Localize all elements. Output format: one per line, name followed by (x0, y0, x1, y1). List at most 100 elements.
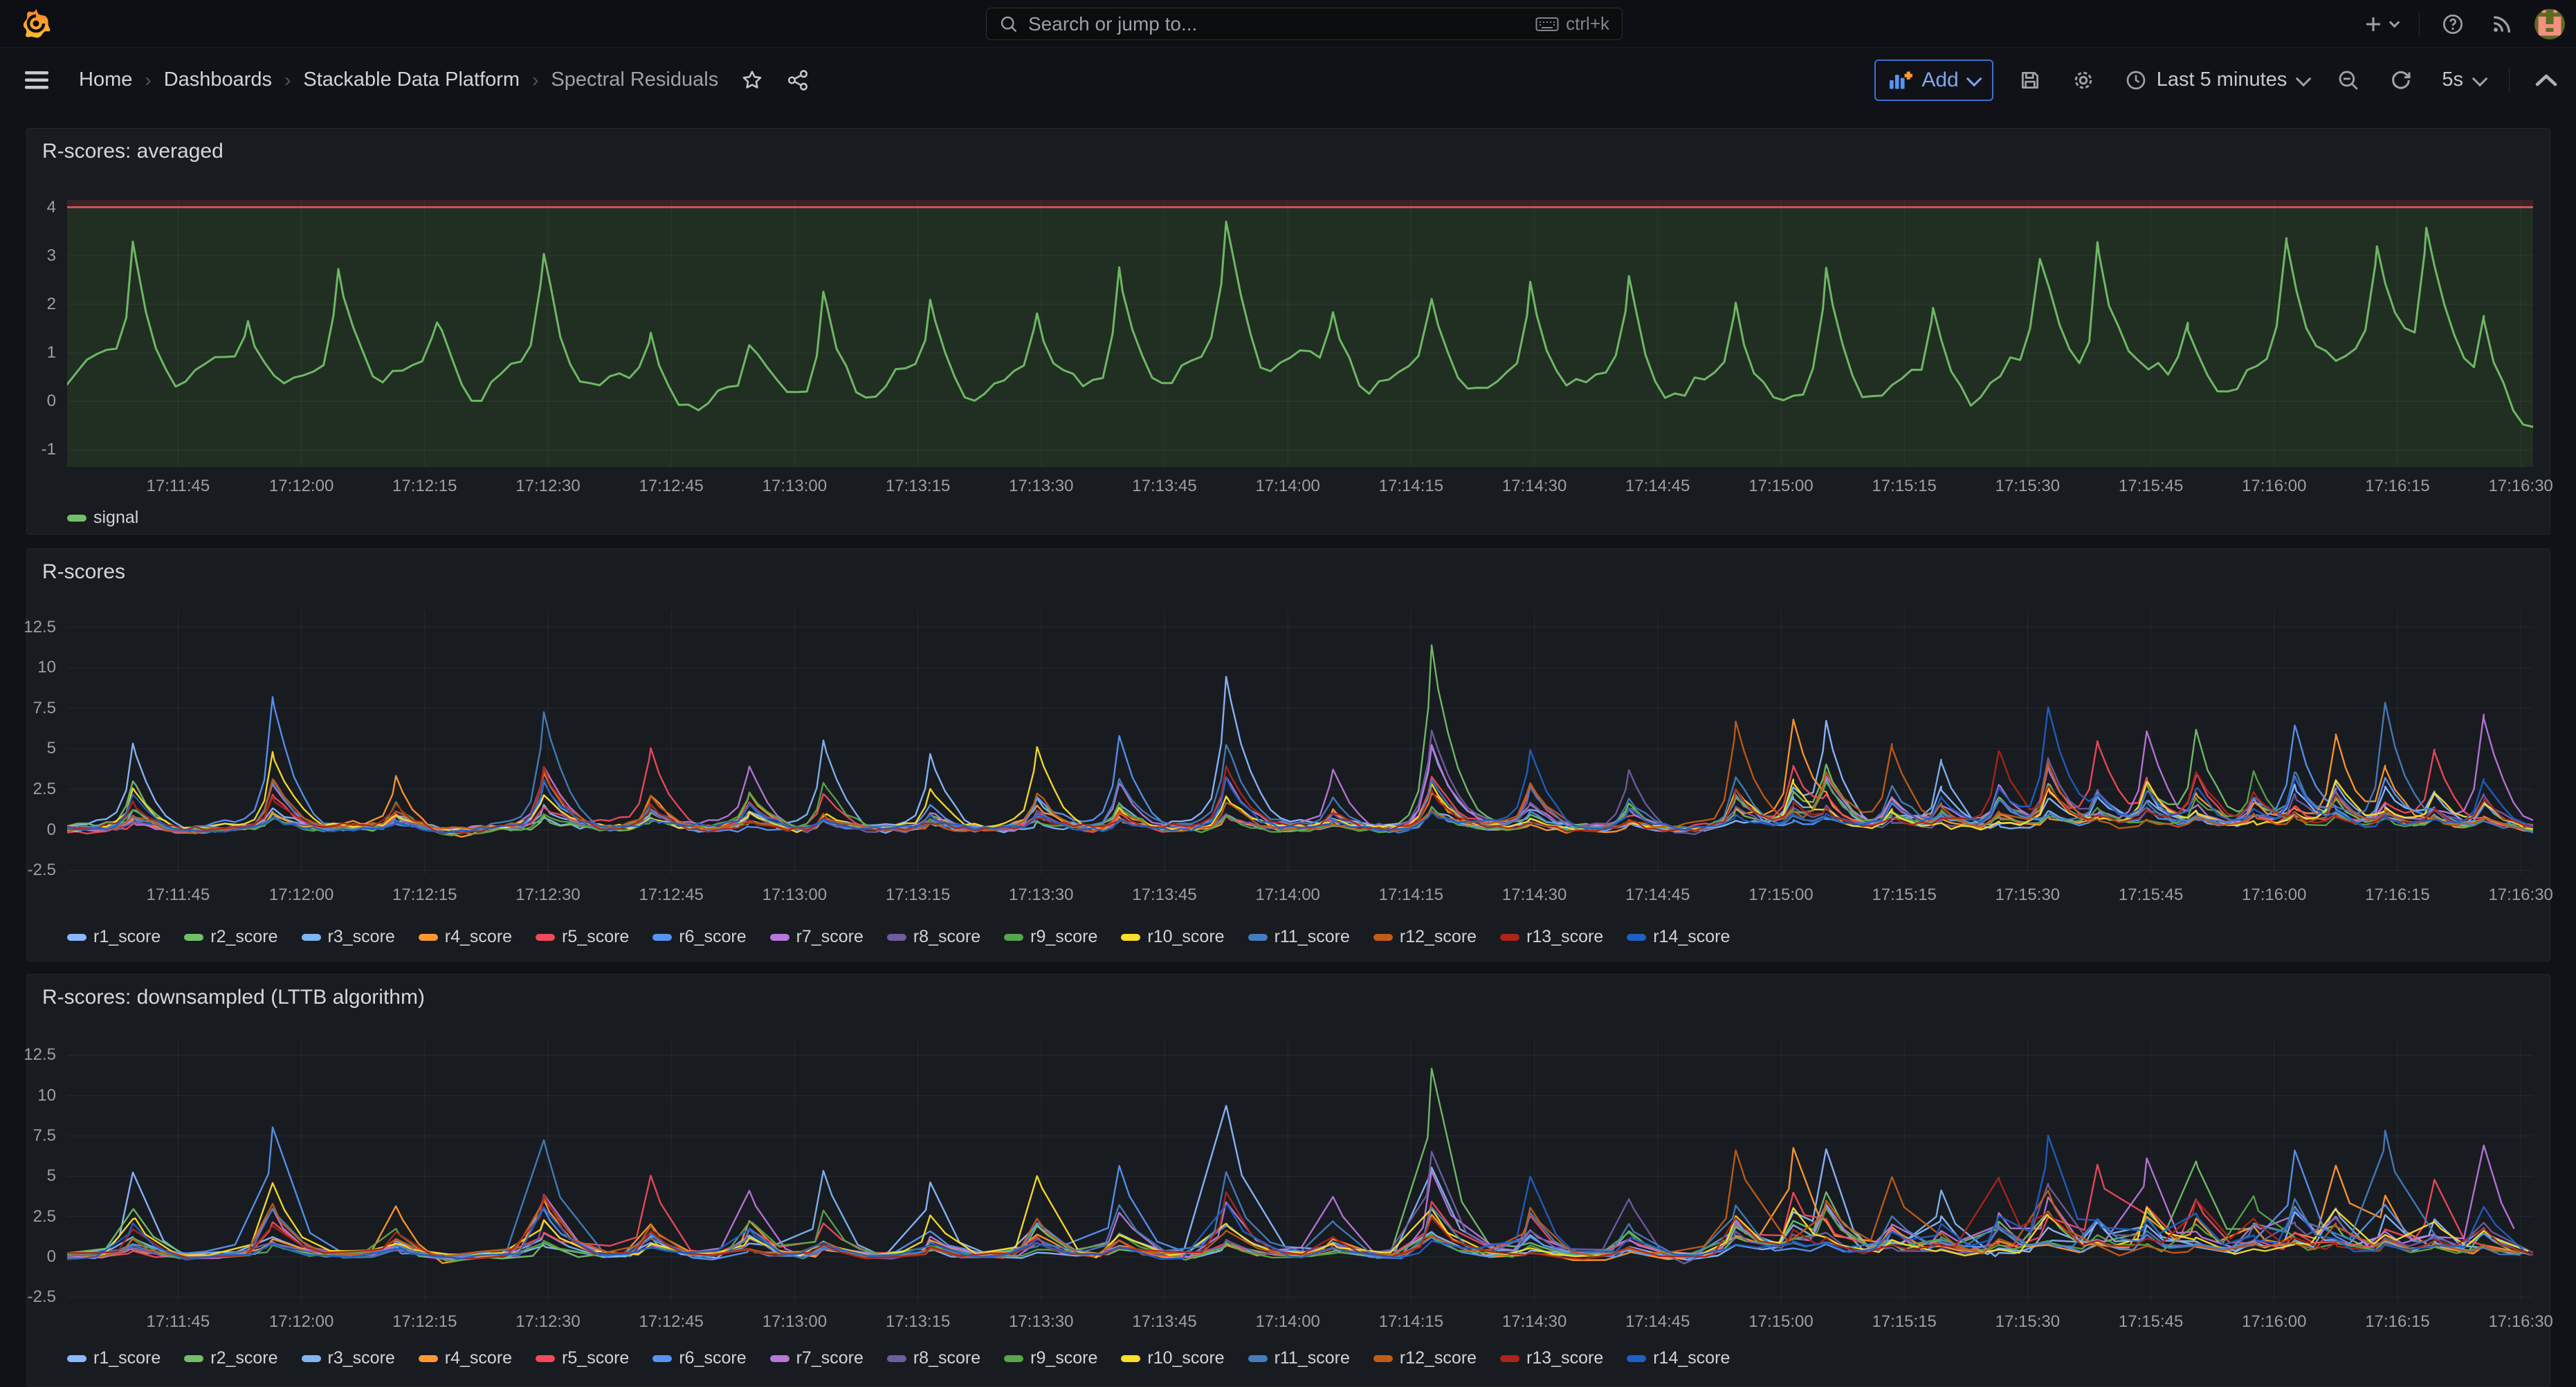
x-axis-tick-label: 17:13:00 (762, 1312, 827, 1332)
x-axis-tick-label: 17:13:15 (886, 885, 950, 905)
new-button[interactable] (2359, 10, 2401, 39)
legend-item-r10_score[interactable]: r10_score (1121, 927, 1224, 947)
legend-item-r2_score[interactable]: r2_score (184, 1348, 277, 1368)
legend-item-r11_score[interactable]: r11_score (1248, 1348, 1350, 1368)
legend-item-r6_score[interactable]: r6_score (652, 927, 746, 947)
y-axis-tick-label: 2 (47, 295, 56, 314)
legend-item-r14_score[interactable]: r14_score (1627, 1348, 1730, 1368)
breadcrumb: Home › Dashboards › Stackable Data Platf… (79, 68, 718, 91)
news-button[interactable] (2486, 9, 2516, 39)
series-color-pill (770, 934, 789, 941)
dashboard-toolbar: Home › Dashboards › Stackable Data Platf… (0, 48, 2576, 111)
legend-item-r9_score[interactable]: r9_score (1004, 927, 1097, 947)
legend-item-r14_score[interactable]: r14_score (1627, 927, 1730, 947)
star-icon (740, 68, 764, 92)
y-axis-tick-label: 12.5 (24, 618, 56, 637)
legend-item-r4_score[interactable]: r4_score (419, 927, 512, 947)
refresh-interval-picker[interactable]: 5s (2438, 68, 2488, 92)
time-range-picker[interactable]: Last 5 minutes (2121, 68, 2312, 92)
dashboard-settings-button[interactable] (2067, 64, 2100, 97)
legend-item-r5_score[interactable]: r5_score (536, 927, 629, 947)
legend-item-r6_score[interactable]: r6_score (652, 1348, 746, 1368)
plot-area[interactable] (67, 200, 2533, 467)
legend-item-r11_score[interactable]: r11_score (1248, 927, 1350, 947)
legend-item-r8_score[interactable]: r8_score (887, 927, 980, 947)
y-axis-tick-label: 0 (47, 1247, 56, 1267)
refresh-interval-label: 5s (2442, 68, 2463, 91)
legend-item-r2_score[interactable]: r2_score (184, 927, 277, 947)
series-color-pill (1500, 1355, 1519, 1362)
legend-item-r8_score[interactable]: r8_score (887, 1348, 980, 1368)
x-axis-tick-label: 17:13:00 (762, 477, 827, 496)
add-panel-icon (1890, 70, 1913, 91)
menu-button[interactable] (21, 67, 53, 93)
add-panel-button[interactable]: Add (1874, 59, 1993, 101)
panel-title[interactable]: R-scores (42, 560, 125, 584)
legend-item-r13_score[interactable]: r13_score (1500, 927, 1603, 947)
legend-item-r7_score[interactable]: r7_score (770, 1348, 864, 1368)
series-color-pill (1627, 934, 1646, 941)
kiosk-mode-button[interactable] (2530, 68, 2562, 92)
y-axis-tick-label: 2.5 (33, 780, 56, 799)
x-axis-tick-label: 17:12:30 (515, 885, 580, 905)
legend-item-r7_score[interactable]: r7_score (770, 927, 864, 947)
x-axis-tick-label: 17:12:45 (639, 885, 703, 905)
x-axis-tick-label: 17:13:30 (1009, 885, 1073, 905)
legend-item-r13_score[interactable]: r13_score (1500, 1348, 1603, 1368)
legend-item-r10_score[interactable]: r10_score (1121, 1348, 1224, 1368)
series-name: r14_score (1653, 1348, 1730, 1368)
breadcrumb-home[interactable]: Home (79, 68, 132, 91)
x-axis-tick-label: 17:14:00 (1255, 1312, 1319, 1332)
breadcrumb-dashboards[interactable]: Dashboards (164, 68, 272, 91)
x-axis-tick-label: 17:12:30 (515, 1312, 580, 1332)
series-name: r11_score (1275, 927, 1350, 947)
x-axis-tick-label: 17:13:45 (1132, 1312, 1196, 1332)
legend-item-r12_score[interactable]: r12_score (1373, 1348, 1477, 1368)
x-axis-tick-label: 17:14:45 (1625, 477, 1690, 496)
series-name: r12_score (1400, 927, 1477, 947)
search-shortcut: ctrl+k (1566, 13, 1609, 35)
series-name: r11_score (1275, 1348, 1350, 1368)
legend-item-r1_score[interactable]: r1_score (67, 927, 161, 947)
favorite-button[interactable] (736, 64, 768, 96)
share-button[interactable] (782, 64, 814, 96)
legend-item-r9_score[interactable]: r9_score (1004, 1348, 1097, 1368)
chart-canvas (67, 200, 2533, 467)
legend-item-r12_score[interactable]: r12_score (1373, 927, 1477, 947)
series-color-pill (652, 934, 672, 941)
plot-area[interactable] (67, 610, 2533, 874)
y-axis-tick-label: 5 (47, 1166, 56, 1186)
refresh-button[interactable] (2385, 68, 2417, 93)
plus-icon (2363, 14, 2384, 35)
grafana-logo[interactable] (19, 7, 53, 40)
breadcrumb-folder[interactable]: Stackable Data Platform (303, 68, 520, 91)
series-name: r3_score (328, 1348, 395, 1368)
panel-title[interactable]: R-scores: averaged (42, 140, 223, 163)
legend-item-r5_score[interactable]: r5_score (536, 1348, 629, 1368)
series-name: r9_score (1030, 1348, 1097, 1368)
x-axis-tick-label: 17:14:30 (1502, 1312, 1566, 1332)
panel-title[interactable]: R-scores: downsampled (LTTB algorithm) (42, 986, 425, 1009)
legend-item-r4_score[interactable]: r4_score (419, 1348, 512, 1368)
series-color-pill (1121, 934, 1140, 941)
help-button[interactable] (2438, 9, 2468, 39)
zoom-out-time-button[interactable] (2332, 64, 2364, 96)
user-avatar[interactable] (2534, 9, 2565, 39)
panel-r-scores-averaged: R-scores: averaged 43210-1 17:11:4517:12… (26, 128, 2550, 535)
legend-item-r1_score[interactable]: r1_score (67, 1348, 161, 1368)
y-axis-tick-label: 10 (37, 658, 56, 677)
search-input[interactable]: Search or jump to... ctrl+k (986, 8, 1623, 40)
series-color-pill (419, 934, 438, 941)
refresh-icon (2389, 68, 2413, 92)
x-axis-tick-label: 17:15:30 (1995, 477, 2060, 496)
legend: r1_score r2_score r3_score r4_score r5_score… (67, 1348, 2536, 1368)
legend-item-r3_score[interactable]: r3_score (302, 1348, 395, 1368)
x-axis-tick-label: 17:15:00 (1748, 1312, 1813, 1332)
save-dashboard-button[interactable] (2014, 64, 2046, 96)
series-color-pill (302, 934, 321, 941)
chevron-down-icon (2296, 71, 2312, 86)
plot-area[interactable] (67, 1038, 2533, 1301)
legend-item-r3_score[interactable]: r3_score (302, 927, 395, 947)
legend-item-signal[interactable]: signal (67, 508, 138, 528)
x-axis-tick-label: 17:15:00 (1748, 885, 1813, 905)
